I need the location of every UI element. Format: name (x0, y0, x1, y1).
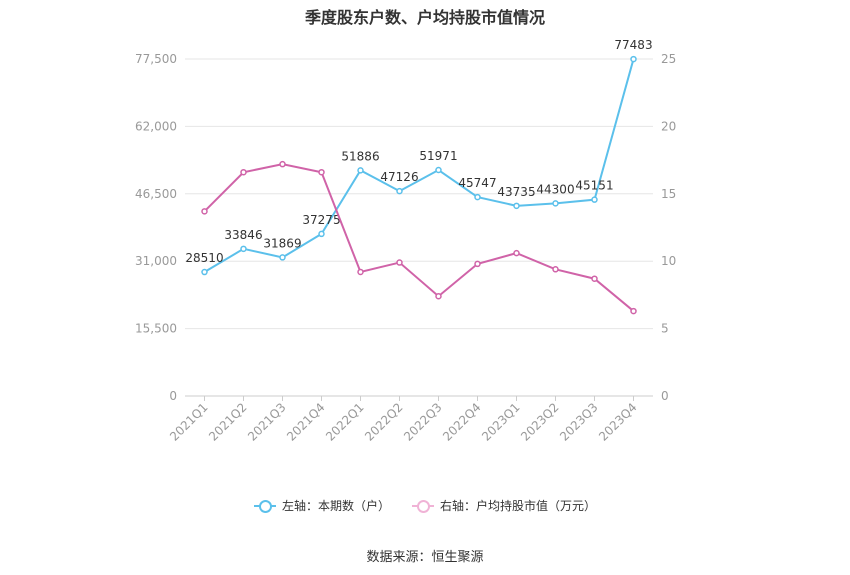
legend-right-marker-icon (412, 499, 434, 513)
y-right-tick-label: 10 (661, 254, 676, 268)
legend-left-marker-icon (253, 499, 276, 513)
y-left-tick-label: 0 (169, 389, 177, 403)
chart-title: 季度股东户数、户均持股市值情况 (304, 8, 545, 27)
y-right-tick-label: 0 (661, 389, 669, 403)
data-point-right (513, 249, 520, 257)
data-point-right (591, 275, 598, 282)
data-point-left (552, 200, 559, 207)
data-point-right (201, 208, 208, 215)
legend-item-right[interactable]: 右轴：户均持股市值（万元） (412, 497, 596, 514)
data-point-right (435, 292, 442, 300)
y-right-tick-label: 15 (661, 187, 676, 201)
data-point-right (357, 268, 364, 276)
legend-item-left[interactable]: 左轴：本期数（户） (253, 497, 390, 514)
data-label: 44300 (536, 182, 574, 196)
data-label: 77483 (614, 38, 652, 52)
data-point-right (318, 168, 325, 176)
data-point-left (240, 245, 247, 253)
series-line-right (203, 163, 635, 312)
x-tick-label: 2021Q3 (245, 400, 289, 444)
y-left-tick-label: 62,000 (135, 119, 177, 133)
data-label: 33846 (224, 228, 262, 242)
data-point-right (552, 266, 559, 273)
data-point-right (474, 260, 481, 268)
y-left-tick-label: 46,500 (135, 187, 177, 201)
y-right-tick-label: 20 (661, 119, 676, 133)
data-point-left (357, 167, 364, 174)
data-point-left (201, 268, 208, 276)
x-tick-label: 2023Q3 (557, 400, 601, 444)
data-point-right (279, 160, 286, 168)
data-point-left (396, 187, 403, 195)
y-left-tick-label: 31,000 (135, 254, 177, 268)
data-point-right (630, 307, 637, 315)
y-left-tick-label: 15,500 (135, 322, 177, 336)
x-tick-label: 2022Q3 (401, 400, 445, 444)
data-point-left (591, 196, 598, 203)
data-point-left (513, 202, 520, 210)
data-label: 45747 (458, 176, 496, 190)
x-tick-label: 2021Q2 (206, 400, 250, 444)
data-point-left (279, 254, 286, 261)
x-tick-label: 2021Q1 (167, 400, 211, 444)
x-tick-label: 2023Q1 (479, 400, 523, 444)
data-label: 51886 (341, 149, 379, 163)
legend-right-label: 右轴：户均持股市值（万元） (440, 499, 597, 513)
y-left-tick-label: 77,500 (135, 52, 177, 66)
data-label: 43735 (497, 185, 535, 199)
data-label: 51971 (419, 149, 457, 163)
legend-left-label: 左轴：本期数（户） (281, 499, 390, 513)
data-label: 47126 (380, 170, 418, 184)
data-point-left (435, 166, 442, 174)
data-label: 28510 (185, 251, 223, 265)
data-source: 数据来源：恒生聚源 (366, 550, 484, 565)
y-right-tick-label: 5 (661, 322, 669, 336)
legend: 左轴：本期数（户） 右轴：户均持股市值（万元） (0, 497, 850, 514)
y-right-tick-label: 25 (661, 52, 676, 66)
x-tick-label: 2022Q1 (323, 400, 367, 444)
data-point-right (396, 259, 403, 266)
data-point-left (318, 230, 325, 238)
data-label: 45151 (575, 179, 613, 193)
x-tick-label: 2023Q4 (596, 400, 640, 444)
series-line-left (203, 58, 635, 273)
data-point-left (474, 193, 481, 201)
x-tick-label: 2021Q4 (284, 400, 328, 444)
data-label: 37275 (302, 213, 340, 227)
x-tick-label: 2023Q2 (518, 400, 562, 444)
x-tick-label: 2022Q2 (362, 400, 406, 444)
data-point-left (630, 55, 637, 63)
chart-svg: 015,50031,00046,50062,00077,500051015202… (135, 38, 676, 444)
data-label: 31869 (263, 236, 301, 250)
x-tick-label: 2022Q4 (440, 400, 484, 444)
data-point-right (240, 168, 247, 176)
